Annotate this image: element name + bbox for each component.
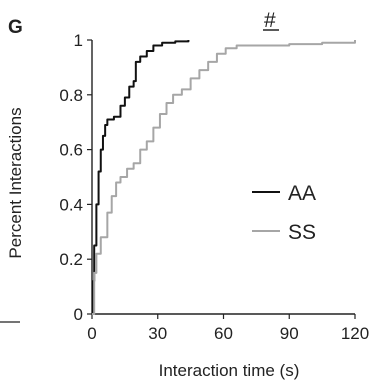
legend: AA SS — [252, 182, 316, 244]
y-tick-label: 0.8 — [59, 86, 83, 105]
y-tick-label: 1 — [74, 31, 83, 50]
y-tick-label: 0.2 — [59, 250, 83, 269]
significance-mark: # — [264, 9, 276, 32]
series-line-ss — [92, 40, 356, 315]
x-tick-label: 0 — [87, 324, 96, 343]
series-line-aa — [92, 40, 190, 315]
x-tick-label: 90 — [280, 324, 299, 343]
x-axis-title: Interaction time (s) — [159, 361, 300, 380]
x-tick-label: 60 — [214, 324, 233, 343]
y-tick-label: 0.4 — [59, 195, 83, 214]
x-tick-label: 30 — [148, 324, 167, 343]
y-axis-title: Percent Interactions — [6, 107, 25, 258]
y-tick-label: 0 — [74, 305, 83, 324]
legend-label-ss: SS — [288, 221, 316, 244]
y-tick-label: 0.6 — [59, 141, 83, 160]
x-tick-label: 120 — [341, 324, 369, 343]
series-lines — [92, 40, 356, 315]
axes: 0 0.2 0.4 0.6 0.8 1 0 30 60 90 120 — [59, 31, 369, 343]
panel-letter: G — [8, 17, 23, 38]
legend-label-aa: AA — [288, 182, 316, 205]
